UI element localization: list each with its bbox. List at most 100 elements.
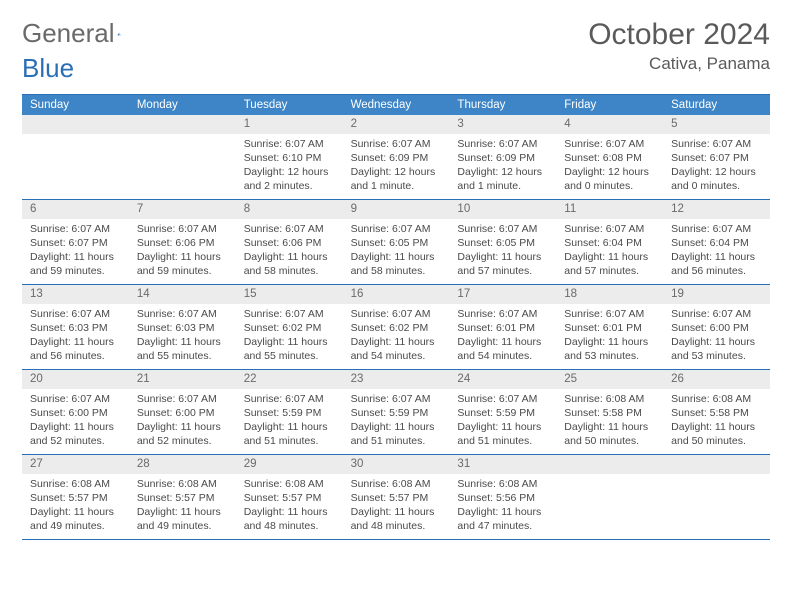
date-number: 22: [236, 370, 343, 389]
date-number: 21: [129, 370, 236, 389]
date-number: 29: [236, 455, 343, 474]
date-number: 23: [343, 370, 450, 389]
calendar-cell: 12Sunrise: 6:07 AMSunset: 6:04 PMDayligh…: [663, 200, 770, 284]
calendar-cell: 21Sunrise: 6:07 AMSunset: 6:00 PMDayligh…: [129, 370, 236, 454]
cell-body: Sunrise: 6:07 AMSunset: 6:02 PMDaylight:…: [343, 304, 450, 368]
calendar-cell: 25Sunrise: 6:08 AMSunset: 5:58 PMDayligh…: [556, 370, 663, 454]
date-number: 5: [663, 115, 770, 134]
title-block: October 2024 Cativa, Panama: [588, 18, 770, 74]
calendar-cell: 27Sunrise: 6:08 AMSunset: 5:57 PMDayligh…: [22, 455, 129, 539]
cell-body: Sunrise: 6:07 AMSunset: 6:09 PMDaylight:…: [343, 134, 450, 198]
calendar-week: ..1Sunrise: 6:07 AMSunset: 6:10 PMDaylig…: [22, 115, 770, 200]
date-number: 13: [22, 285, 129, 304]
calendar-cell: 31Sunrise: 6:08 AMSunset: 5:56 PMDayligh…: [449, 455, 556, 539]
date-number: .: [129, 115, 236, 134]
day-header: Saturday: [663, 95, 770, 115]
date-number: 16: [343, 285, 450, 304]
cell-body: Sunrise: 6:07 AMSunset: 6:02 PMDaylight:…: [236, 304, 343, 368]
date-number: 8: [236, 200, 343, 219]
calendar-cell: 19Sunrise: 6:07 AMSunset: 6:00 PMDayligh…: [663, 285, 770, 369]
cell-body: Sunrise: 6:08 AMSunset: 5:57 PMDaylight:…: [22, 474, 129, 538]
date-number: 27: [22, 455, 129, 474]
location-label: Cativa, Panama: [588, 54, 770, 74]
day-header: Wednesday: [343, 95, 450, 115]
cell-body: Sunrise: 6:08 AMSunset: 5:57 PMDaylight:…: [343, 474, 450, 538]
cell-body: Sunrise: 6:07 AMSunset: 6:09 PMDaylight:…: [449, 134, 556, 198]
date-number: 10: [449, 200, 556, 219]
cell-body: Sunrise: 6:07 AMSunset: 5:59 PMDaylight:…: [236, 389, 343, 453]
date-number: 15: [236, 285, 343, 304]
date-number: 17: [449, 285, 556, 304]
day-header: Sunday: [22, 95, 129, 115]
date-number: 2: [343, 115, 450, 134]
calendar-cell: 6Sunrise: 6:07 AMSunset: 6:07 PMDaylight…: [22, 200, 129, 284]
cell-body: Sunrise: 6:07 AMSunset: 6:03 PMDaylight:…: [129, 304, 236, 368]
date-number: .: [663, 455, 770, 474]
day-headers-row: SundayMondayTuesdayWednesdayThursdayFrid…: [22, 95, 770, 115]
cell-body: Sunrise: 6:07 AMSunset: 6:04 PMDaylight:…: [663, 219, 770, 283]
date-number: 18: [556, 285, 663, 304]
date-number: 24: [449, 370, 556, 389]
calendar-cell: 9Sunrise: 6:07 AMSunset: 6:05 PMDaylight…: [343, 200, 450, 284]
calendar-cell: 1Sunrise: 6:07 AMSunset: 6:10 PMDaylight…: [236, 115, 343, 199]
month-title: October 2024: [588, 18, 770, 52]
calendar-cell: 26Sunrise: 6:08 AMSunset: 5:58 PMDayligh…: [663, 370, 770, 454]
date-number: 28: [129, 455, 236, 474]
calendar-cell: 18Sunrise: 6:07 AMSunset: 6:01 PMDayligh…: [556, 285, 663, 369]
date-number: 31: [449, 455, 556, 474]
calendar-cell-empty: .: [556, 455, 663, 539]
calendar-cell: 8Sunrise: 6:07 AMSunset: 6:06 PMDaylight…: [236, 200, 343, 284]
calendar-cell: 7Sunrise: 6:07 AMSunset: 6:06 PMDaylight…: [129, 200, 236, 284]
cell-body: Sunrise: 6:07 AMSunset: 5:59 PMDaylight:…: [343, 389, 450, 453]
date-number: 1: [236, 115, 343, 134]
logo-sail-icon: [117, 24, 121, 44]
date-number: 3: [449, 115, 556, 134]
cell-body: Sunrise: 6:07 AMSunset: 6:06 PMDaylight:…: [236, 219, 343, 283]
date-number: 19: [663, 285, 770, 304]
calendar-cell: 4Sunrise: 6:07 AMSunset: 6:08 PMDaylight…: [556, 115, 663, 199]
calendar-week: 6Sunrise: 6:07 AMSunset: 6:07 PMDaylight…: [22, 200, 770, 285]
calendar-week: 27Sunrise: 6:08 AMSunset: 5:57 PMDayligh…: [22, 455, 770, 540]
day-header: Friday: [556, 95, 663, 115]
cell-body: Sunrise: 6:07 AMSunset: 6:08 PMDaylight:…: [556, 134, 663, 198]
cell-body: Sunrise: 6:07 AMSunset: 6:00 PMDaylight:…: [22, 389, 129, 453]
calendar-week: 20Sunrise: 6:07 AMSunset: 6:00 PMDayligh…: [22, 370, 770, 455]
calendar-cell: 16Sunrise: 6:07 AMSunset: 6:02 PMDayligh…: [343, 285, 450, 369]
date-number: .: [556, 455, 663, 474]
cell-body: Sunrise: 6:07 AMSunset: 5:59 PMDaylight:…: [449, 389, 556, 453]
calendar-cell: 13Sunrise: 6:07 AMSunset: 6:03 PMDayligh…: [22, 285, 129, 369]
date-number: 14: [129, 285, 236, 304]
cell-body: Sunrise: 6:08 AMSunset: 5:57 PMDaylight:…: [236, 474, 343, 538]
cell-body: Sunrise: 6:08 AMSunset: 5:57 PMDaylight:…: [129, 474, 236, 538]
calendar-cell: 11Sunrise: 6:07 AMSunset: 6:04 PMDayligh…: [556, 200, 663, 284]
calendar-cell: 2Sunrise: 6:07 AMSunset: 6:09 PMDaylight…: [343, 115, 450, 199]
calendar-cell: 17Sunrise: 6:07 AMSunset: 6:01 PMDayligh…: [449, 285, 556, 369]
day-header: Tuesday: [236, 95, 343, 115]
calendar-weeks: ..1Sunrise: 6:07 AMSunset: 6:10 PMDaylig…: [22, 115, 770, 540]
date-number: 7: [129, 200, 236, 219]
day-header: Thursday: [449, 95, 556, 115]
calendar-cell-empty: .: [129, 115, 236, 199]
cell-body: Sunrise: 6:07 AMSunset: 6:05 PMDaylight:…: [343, 219, 450, 283]
calendar-cell-empty: .: [663, 455, 770, 539]
cell-body: Sunrise: 6:07 AMSunset: 6:01 PMDaylight:…: [556, 304, 663, 368]
calendar-cell: 20Sunrise: 6:07 AMSunset: 6:00 PMDayligh…: [22, 370, 129, 454]
cell-body: Sunrise: 6:07 AMSunset: 6:00 PMDaylight:…: [129, 389, 236, 453]
date-number: .: [22, 115, 129, 134]
cell-body: Sunrise: 6:07 AMSunset: 6:03 PMDaylight:…: [22, 304, 129, 368]
calendar-cell: 28Sunrise: 6:08 AMSunset: 5:57 PMDayligh…: [129, 455, 236, 539]
cell-body: Sunrise: 6:08 AMSunset: 5:56 PMDaylight:…: [449, 474, 556, 538]
cell-body: Sunrise: 6:07 AMSunset: 6:00 PMDaylight:…: [663, 304, 770, 368]
cell-body: Sunrise: 6:07 AMSunset: 6:04 PMDaylight:…: [556, 219, 663, 283]
calendar-cell: 14Sunrise: 6:07 AMSunset: 6:03 PMDayligh…: [129, 285, 236, 369]
date-number: 6: [22, 200, 129, 219]
calendar-cell: 22Sunrise: 6:07 AMSunset: 5:59 PMDayligh…: [236, 370, 343, 454]
date-number: 9: [343, 200, 450, 219]
logo-text-general: General: [22, 18, 115, 49]
calendar: SundayMondayTuesdayWednesdayThursdayFrid…: [22, 94, 770, 540]
calendar-cell: 23Sunrise: 6:07 AMSunset: 5:59 PMDayligh…: [343, 370, 450, 454]
calendar-week: 13Sunrise: 6:07 AMSunset: 6:03 PMDayligh…: [22, 285, 770, 370]
logo: General: [22, 18, 141, 49]
cell-body: Sunrise: 6:08 AMSunset: 5:58 PMDaylight:…: [663, 389, 770, 453]
day-header: Monday: [129, 95, 236, 115]
